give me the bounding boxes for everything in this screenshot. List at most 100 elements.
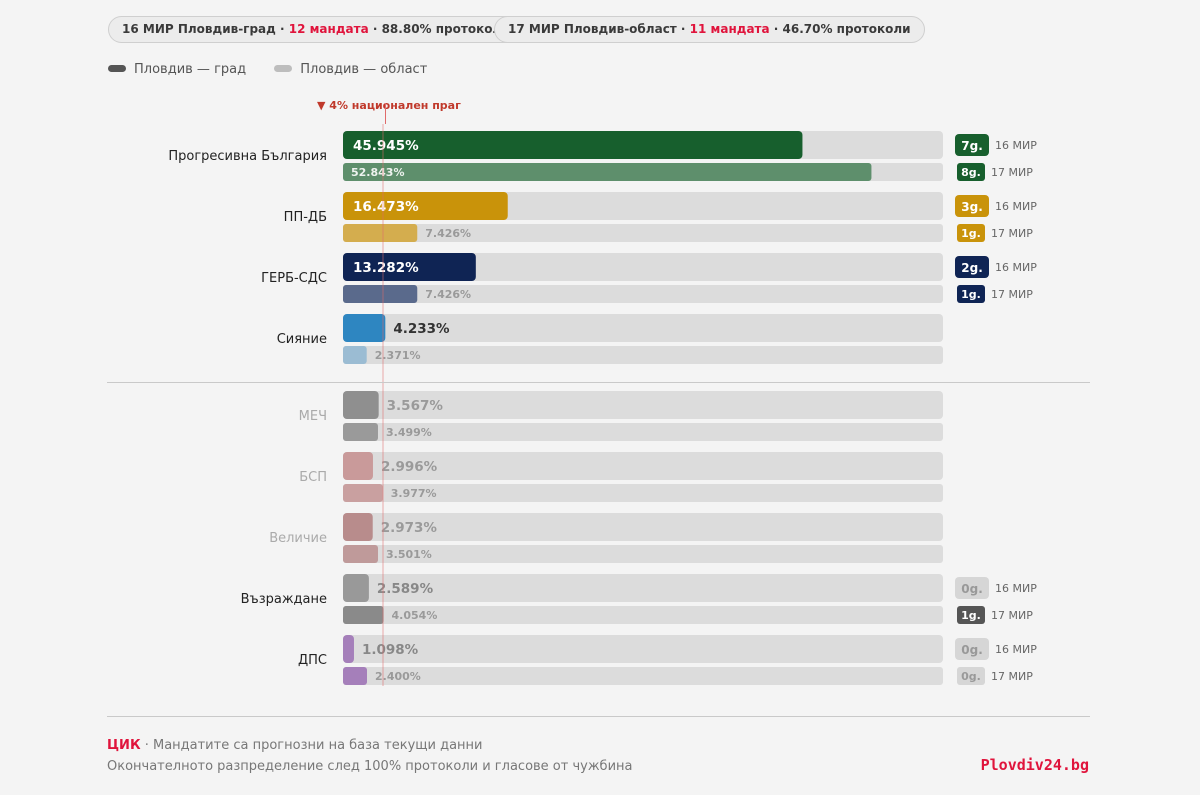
party-8-region-mandates: 0g. [961, 670, 981, 683]
party-8-city-track [343, 635, 943, 663]
threshold-marker [385, 103, 386, 124]
party-2-city-badge [955, 256, 989, 278]
party-0-city-mandates: 7g. [961, 139, 983, 153]
party-5-city-track [343, 452, 943, 480]
section-divider [107, 382, 1090, 383]
party-4-city-bar [343, 391, 379, 419]
party-3-region-bar [343, 346, 367, 364]
party-7-region-label: 4.054% [392, 609, 438, 622]
party-7-region-mir: 17 МИР [991, 609, 1033, 622]
party-8-city-badge [955, 638, 989, 660]
party-0-city-bar [343, 131, 803, 159]
party-2-region-mandates: 1g. [961, 288, 981, 301]
party-8-region-track [343, 667, 943, 685]
party-8-city-label: 1.098% [362, 642, 419, 658]
party-1-city-badge [955, 195, 989, 217]
legend-label-city: Пловдив — град [134, 62, 247, 77]
party-8-region-bar [343, 667, 367, 685]
party-7-city-mandates: 0g. [961, 582, 983, 596]
party-6-city-bar [343, 513, 373, 541]
legend-item-region: Пловдив — област [274, 62, 427, 77]
legend-item-city: Пловдив — град [108, 62, 246, 77]
party-0-region-badge [957, 163, 985, 181]
party-6-city-label: 2.973% [381, 520, 438, 536]
party-4-city-track [343, 391, 943, 419]
party-8-region-label: 2.400% [375, 670, 421, 683]
party-2-city-label: 13.282% [353, 260, 419, 276]
party-1-name: ПП-ДБ [284, 210, 327, 225]
footer-line-1: · Мандатите са прогнозни на база текущи … [140, 738, 483, 753]
party-1-region-mandates: 1g. [961, 227, 981, 240]
party-7-region-badge [957, 606, 985, 624]
party-0-region-label: 52.843% [351, 166, 404, 179]
party-0-city-mir: 16 МИР [995, 139, 1037, 152]
party-5-region-label: 3.977% [391, 487, 437, 500]
footer-note: ЦИК · Мандатите са прогнозни на база тек… [107, 735, 632, 777]
party-0-region-mir: 17 МИР [991, 166, 1033, 179]
legend-swatch-city [108, 65, 126, 72]
threshold-label: ▼ 4% национален праг [317, 99, 461, 112]
party-2-region-bar [343, 285, 418, 303]
party-1-region-label: 7.426% [425, 227, 471, 240]
legend-swatch-region [274, 65, 293, 72]
party-7-city-track [343, 574, 943, 602]
party-8-name: ДПС [298, 653, 327, 668]
cik-label: ЦИК [107, 738, 141, 753]
party-1-region-bar [343, 224, 418, 242]
party-5-region-track [343, 484, 943, 502]
party-7-name: Възраждане [241, 592, 327, 607]
party-1-city-bar [343, 192, 508, 220]
party-8-city-bar [343, 635, 354, 663]
party-2-city-mir: 16 МИР [995, 261, 1037, 274]
legend-label-region: Пловдив — област [300, 62, 428, 77]
party-1-city-label: 16.473% [353, 199, 419, 215]
party-4-region-track [343, 423, 943, 441]
party-4-city-label: 3.567% [387, 398, 444, 414]
pill-16-mir: 16 МИР Пловдив-град · 12 мандата · 88.80… [108, 16, 524, 43]
party-6-name: Величие [269, 531, 327, 546]
party-7-region-track [343, 606, 943, 624]
party-7-city-bar [343, 574, 369, 602]
legend: Пловдив — град Пловдив — област [108, 62, 451, 77]
party-2-city-bar [343, 253, 476, 281]
pill-17-prefix: 17 МИР Пловдив-област · [508, 22, 690, 36]
party-4-region-label: 3.499% [386, 426, 432, 439]
party-1-region-badge [957, 224, 985, 242]
party-3-city-bar [343, 314, 386, 342]
party-2-name: ГЕРБ-СДС [261, 271, 327, 286]
party-5-city-bar [343, 452, 373, 480]
party-2-city-track [343, 253, 943, 281]
pill-17-suffix: · 46.70% протоколи [769, 22, 911, 36]
party-2-region-track [343, 285, 943, 303]
party-7-region-bar [343, 606, 384, 624]
party-2-region-label: 7.426% [425, 288, 471, 301]
party-3-region-track [343, 346, 943, 364]
party-7-region-mandates: 1g. [961, 609, 981, 622]
footer-line-2: Окончателното разпределение след 100% пр… [107, 759, 633, 774]
party-7-city-label: 2.589% [377, 581, 434, 597]
party-5-name: БСП [299, 470, 327, 485]
party-1-city-mandates: 3g. [961, 200, 983, 214]
party-4-region-bar [343, 423, 378, 441]
party-0-name: Прогресивна България [168, 149, 327, 164]
party-0-city-badge [955, 134, 989, 156]
pill-16-suffix: · 88.80% протоколи [368, 22, 510, 36]
party-1-region-mir: 17 МИР [991, 227, 1033, 240]
party-8-city-mir: 16 МИР [995, 643, 1037, 656]
party-8-region-mir: 17 МИР [991, 670, 1033, 683]
party-5-city-label: 2.996% [381, 459, 438, 475]
party-0-region-bar [343, 163, 872, 181]
party-8-city-mandates: 0g. [961, 643, 983, 657]
party-2-region-badge [957, 285, 985, 303]
party-2-city-mandates: 2g. [961, 261, 983, 275]
party-3-city-label: 4.233% [393, 321, 450, 337]
pill-16-mandates: 12 мандата [288, 22, 369, 36]
party-0-region-mandates: 8g. [961, 166, 981, 179]
party-7-city-mir: 16 МИР [995, 582, 1037, 595]
party-1-region-track [343, 224, 943, 242]
party-7-city-badge [955, 577, 989, 599]
brand-logo-text[interactable]: Plovdiv24.bg [980, 756, 1089, 774]
party-2-region-mir: 17 МИР [991, 288, 1033, 301]
party-6-region-track [343, 545, 943, 563]
pill-16-prefix: 16 МИР Пловдив-град · [122, 22, 289, 36]
